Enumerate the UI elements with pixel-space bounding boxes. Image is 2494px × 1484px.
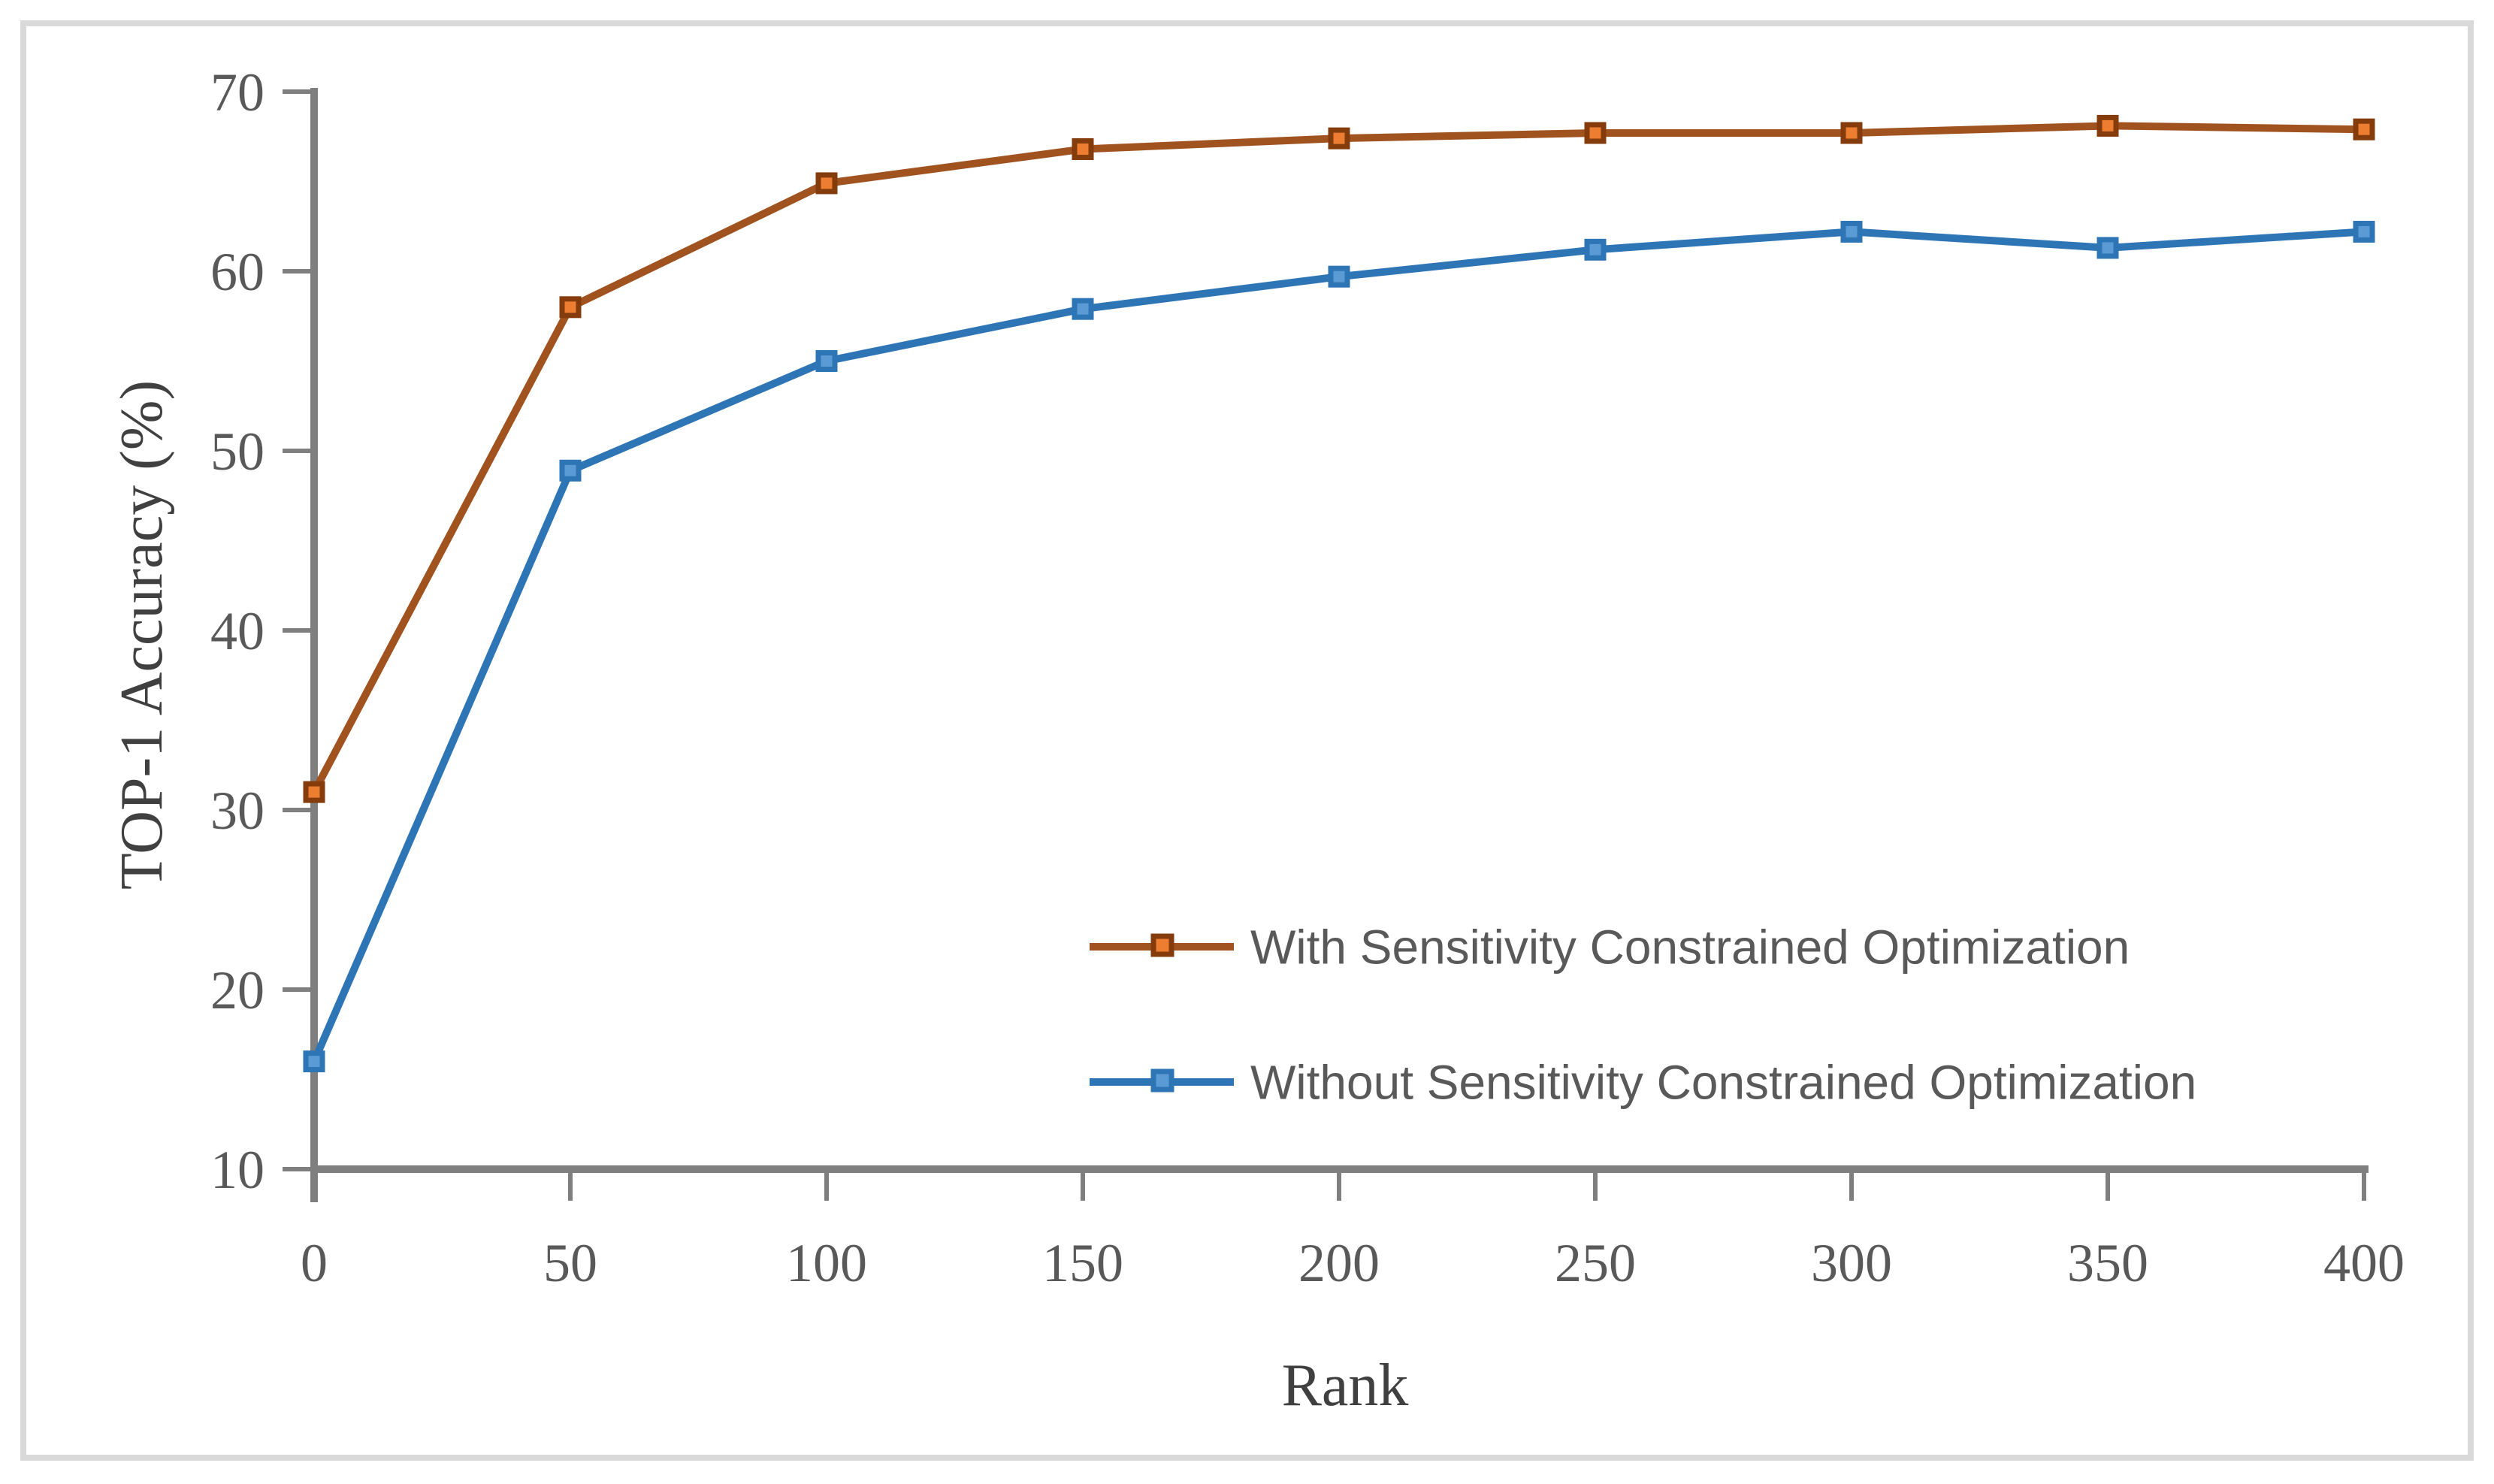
x-axis-tick-label: 200 — [1298, 1233, 1380, 1293]
series-marker-without-sco — [2353, 220, 2375, 243]
series-marker-with-sco — [1328, 127, 1350, 150]
y-axis-tick-label: 10 — [210, 1140, 265, 1200]
x-axis-tick-label: 0 — [301, 1233, 328, 1293]
series-marker-without-sco — [1840, 220, 1863, 243]
legend-marker-blue — [1150, 1068, 1174, 1093]
y-axis-tick-label: 60 — [210, 242, 265, 302]
legend-item-without-sco: Without Sensitivity Constrained Optimiza… — [1090, 1055, 2196, 1109]
x-axis-tick-label: 300 — [1811, 1233, 1892, 1293]
x-axis-tick-label: 400 — [2323, 1233, 2405, 1293]
series-marker-without-sco — [1328, 265, 1350, 288]
series-marker-with-sco — [2353, 118, 2375, 141]
x-axis-tick-label: 150 — [1042, 1233, 1123, 1293]
series-marker-with-sco — [1072, 138, 1094, 160]
legend-item-with-sco: With Sensitivity Constrained Optimizatio… — [1090, 920, 2130, 974]
chart-border-frame — [20, 20, 2474, 1461]
series-marker-with-sco — [2096, 114, 2119, 137]
y-axis-tick-label: 30 — [210, 781, 265, 841]
series-marker-with-sco — [1840, 122, 1863, 144]
y-axis-tick-label: 20 — [210, 960, 265, 1020]
x-axis-tick-label: 100 — [786, 1233, 867, 1293]
series-marker-without-sco — [815, 350, 838, 372]
series-marker-with-sco — [815, 172, 838, 195]
series-line-with-sco — [310, 122, 2365, 794]
legend-label-without-sco: Without Sensitivity Constrained Optimiza… — [1250, 1055, 2196, 1109]
y-axis-tick-label: 70 — [210, 62, 265, 122]
series-marker-without-sco — [1584, 238, 1607, 261]
series-marker-without-sco — [1072, 298, 1094, 320]
x-axis-tick-label: 350 — [2067, 1233, 2148, 1293]
y-axis-title: TOP-1 Accuracy (%) — [109, 380, 175, 890]
legend-marker-orange — [1150, 933, 1174, 957]
legend: With Sensitivity Constrained Optimizatio… — [1090, 920, 2196, 1109]
series-marker-with-sco — [1584, 122, 1607, 144]
plot-area: 10 20 30 40 50 60 70 0 50 100 150 200 250 300 350 400 — [210, 62, 2405, 1293]
series-marker-with-sco — [559, 296, 582, 319]
series-marker-without-sco — [303, 1050, 325, 1073]
y-axis-tick-label: 50 — [210, 422, 265, 482]
y-axis-tick-label: 40 — [210, 601, 265, 661]
x-axis-tick-label: 250 — [1555, 1233, 1636, 1293]
series-marker-with-sco — [303, 781, 325, 803]
series-marker-without-sco — [559, 459, 582, 482]
x-axis-tick-label: 50 — [543, 1233, 597, 1293]
x-axis-title: Rank — [1282, 1353, 1409, 1419]
legend-label-with-sco: With Sensitivity Constrained Optimizatio… — [1250, 920, 2130, 974]
series-marker-without-sco — [2096, 237, 2119, 259]
